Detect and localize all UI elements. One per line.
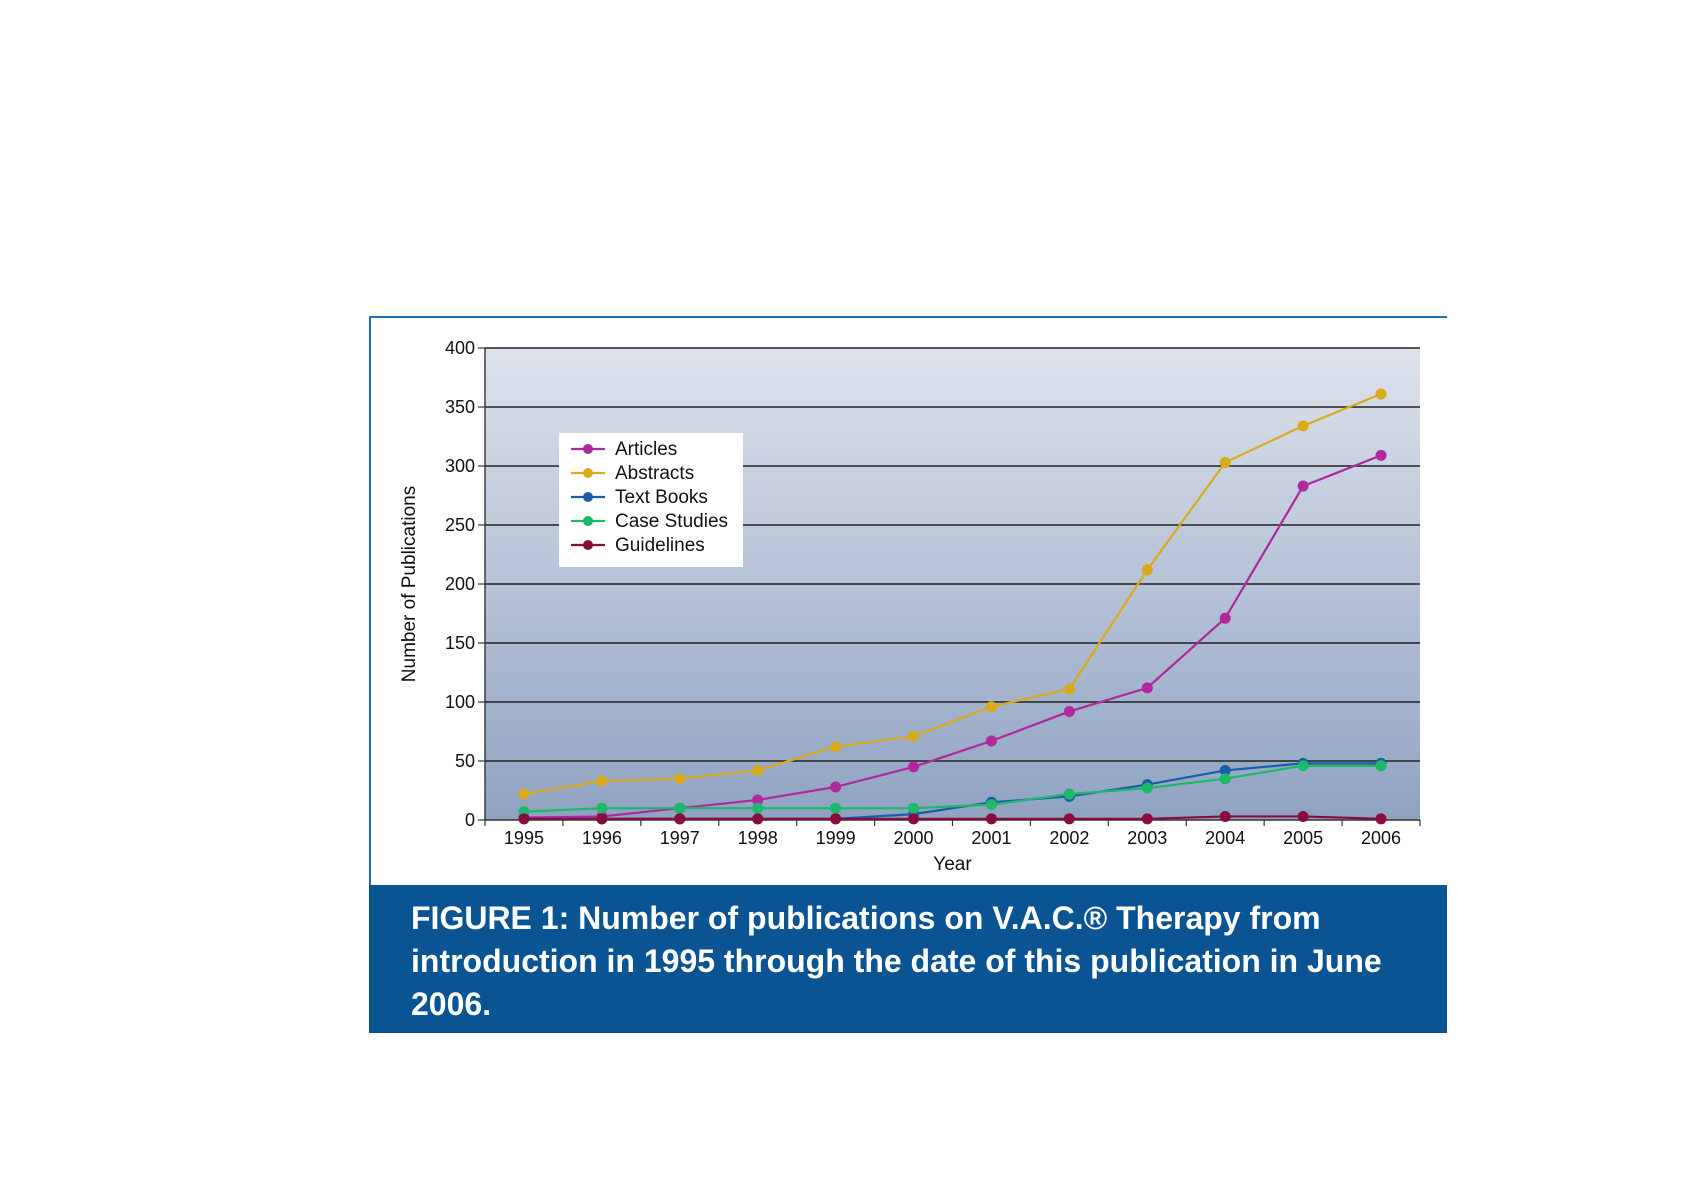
data-point: [518, 788, 530, 800]
legend-swatch-marker: [583, 492, 593, 502]
data-point: [1375, 388, 1387, 400]
data-point: [1375, 813, 1387, 825]
data-point: [1063, 705, 1075, 717]
data-point: [1375, 449, 1387, 461]
y-tick-label: 350: [445, 397, 475, 417]
y-tick-label: 300: [445, 456, 475, 476]
legend-item: Abstracts: [571, 463, 694, 484]
figure-caption: FIGURE 1: Number of publications on V.A.…: [411, 900, 1382, 1022]
data-point: [985, 813, 997, 825]
line-chart: 0 50 100 150 200 250 300 350 400 1995 1996 1997 1998…: [399, 338, 1421, 875]
data-point: [1219, 612, 1231, 624]
series-line: [523, 393, 1382, 796]
data-point: [830, 741, 842, 753]
series-layer: [518, 388, 1387, 825]
series-line: [523, 454, 1382, 819]
data-point: [1141, 682, 1153, 694]
series-line: [523, 764, 1382, 813]
y-tick-label: 150: [445, 633, 475, 653]
data-point: [1297, 760, 1309, 772]
data-point: [830, 802, 842, 814]
legend-label: Guidelines: [615, 535, 705, 556]
data-point: [1297, 480, 1309, 492]
x-tick-label: 1999: [816, 828, 856, 848]
legend-label: Abstracts: [615, 463, 694, 484]
legend-swatch-marker: [583, 516, 593, 526]
data-point: [674, 813, 686, 825]
data-point: [908, 813, 920, 825]
figure-panel: 0 50 100 150 200 250 300 350 400 1995 1996 1997 1998…: [369, 316, 1447, 1033]
legend-label: Articles: [615, 439, 677, 460]
legend-item: Guidelines: [571, 535, 705, 556]
legend-label: Text Books: [615, 487, 708, 508]
y-axis-title: Number of Publications: [399, 486, 420, 682]
x-tick-label: 1995: [504, 828, 544, 848]
data-point: [1141, 782, 1153, 794]
legend-label: Case Studies: [615, 511, 728, 532]
data-point: [752, 794, 764, 806]
data-point: [1141, 564, 1153, 576]
x-tick-label: 1997: [660, 828, 700, 848]
legend-item: Case Studies: [571, 511, 728, 532]
x-tick-label: 2003: [1127, 828, 1167, 848]
series-abstracts: [518, 388, 1387, 800]
data-point: [596, 775, 608, 787]
data-point: [1141, 813, 1153, 825]
data-point: [1219, 764, 1231, 776]
data-point: [908, 802, 920, 814]
data-point: [1063, 813, 1075, 825]
x-tick-label: 2005: [1283, 828, 1323, 848]
gridlines: [485, 347, 1420, 762]
x-axis-title: Year: [933, 854, 972, 875]
data-point: [674, 802, 686, 814]
data-point: [830, 813, 842, 825]
data-point: [1219, 773, 1231, 785]
data-point: [596, 813, 608, 825]
legend-item: Text Books: [571, 487, 708, 508]
data-point: [1063, 683, 1075, 695]
data-point: [752, 764, 764, 776]
series-guidelines: [518, 810, 1387, 825]
data-point: [1219, 810, 1231, 822]
axes: 0 50 100 150 200 250 300 350 400 1995 1996 1997 1998…: [445, 338, 1421, 848]
legend-swatch-marker: [583, 444, 593, 454]
y-tick-label: 250: [445, 515, 475, 535]
data-point: [1063, 788, 1075, 800]
legend-swatch-marker: [583, 540, 593, 550]
data-point: [1297, 420, 1309, 432]
series-line: [523, 815, 1382, 820]
figure-caption-band: FIGURE 1: Number of publications on V.A.…: [369, 885, 1447, 1033]
x-tick-label: 2004: [1205, 828, 1245, 848]
data-point: [752, 802, 764, 814]
y-tick-label: 100: [445, 692, 475, 712]
data-point: [985, 799, 997, 811]
data-point: [985, 735, 997, 747]
data-point: [596, 802, 608, 814]
legend-item: Articles: [571, 439, 677, 460]
data-point: [1219, 456, 1231, 468]
y-tick-label: 400: [445, 338, 475, 358]
data-point: [752, 813, 764, 825]
data-point: [1297, 810, 1309, 822]
data-point: [908, 761, 920, 773]
data-point: [518, 813, 530, 825]
data-point: [908, 730, 920, 742]
x-tick-label: 1996: [582, 828, 622, 848]
data-point: [674, 773, 686, 785]
data-point: [830, 781, 842, 793]
legend-swatch-marker: [583, 468, 593, 478]
y-tick-label: 0: [465, 810, 475, 830]
data-point: [1375, 760, 1387, 772]
x-tick-label: 1998: [738, 828, 778, 848]
legend: Articles Abstracts Text Books Case Studies G…: [559, 433, 743, 567]
x-tick-label: 2001: [971, 828, 1011, 848]
y-tick-label: 50: [455, 751, 475, 771]
y-tick-label: 200: [445, 574, 475, 594]
x-tick-label: 2006: [1361, 828, 1401, 848]
x-tick-label: 2000: [894, 828, 934, 848]
data-point: [985, 701, 997, 713]
x-tick-label: 2002: [1049, 828, 1089, 848]
